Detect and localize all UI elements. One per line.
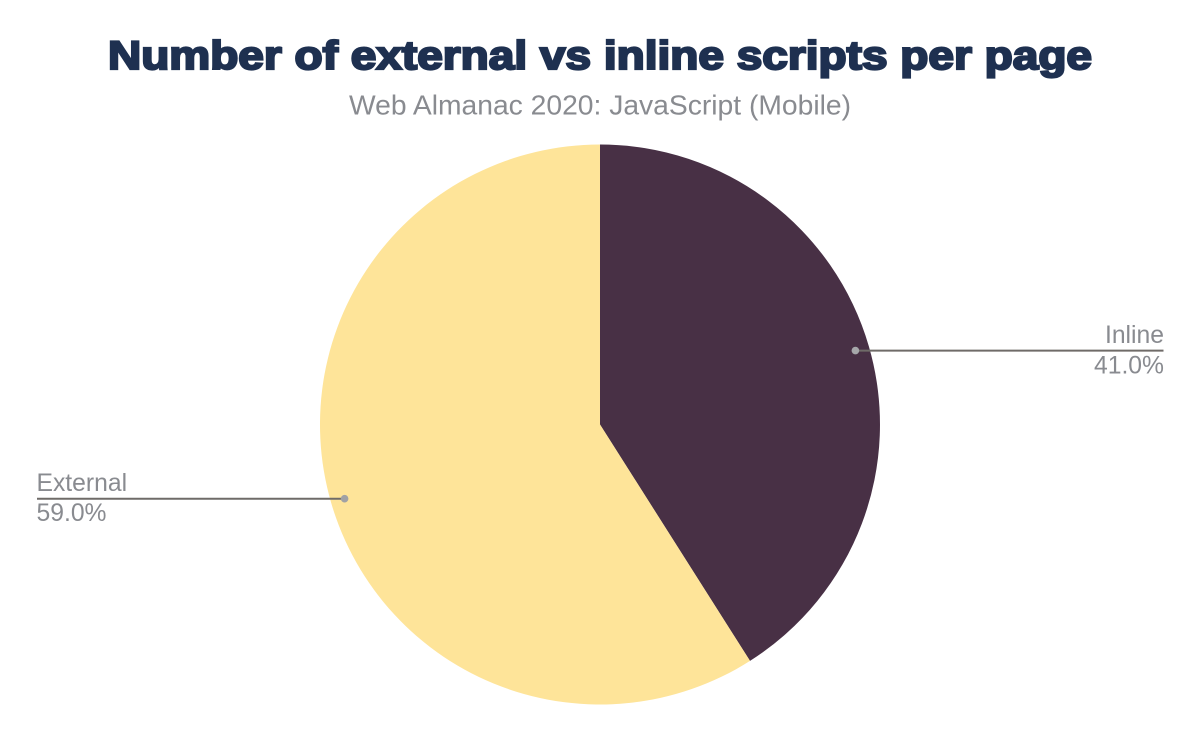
svg-text:41.0%: 41.0% [1094, 352, 1164, 379]
svg-text:59.0%: 59.0% [37, 500, 107, 527]
svg-text:External: External [37, 470, 128, 497]
svg-text:Web Almanac 2020: JavaScript (: Web Almanac 2020: JavaScript (Mobile) [349, 90, 851, 121]
svg-text:Number of external vs inline s: Number of external vs inline scripts per… [108, 34, 1092, 78]
svg-text:Inline: Inline [1105, 322, 1164, 349]
